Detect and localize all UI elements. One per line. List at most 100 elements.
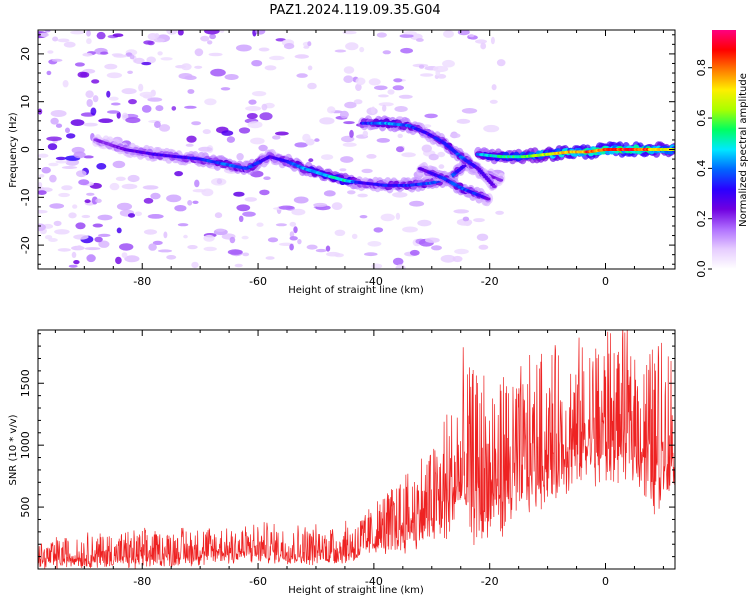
spectrogram-noise-blob xyxy=(428,153,439,161)
spectrogram-noise-blob xyxy=(355,83,362,92)
spectrogram-noise-blob xyxy=(177,30,184,36)
spectrogram-noise-blob xyxy=(46,70,52,76)
spectrogram-noise-blob xyxy=(73,234,89,240)
spectrogram-noise-blob xyxy=(157,249,173,253)
spectrogram-noise-blob xyxy=(463,221,472,227)
y-tick-label: -20 xyxy=(19,236,32,254)
spectrogram-noise-blob xyxy=(63,41,76,48)
spectrogram-noise-blob xyxy=(373,227,384,233)
spectrogram-noise-blob xyxy=(198,146,213,152)
spectrogram-noise-blob xyxy=(50,110,67,117)
spectrogram-noise-blob xyxy=(263,176,271,180)
spectrogram-noise-blob xyxy=(374,85,388,91)
x-tick-label: -80 xyxy=(133,575,151,588)
spectrogram-noise-blob xyxy=(376,32,387,38)
spectrogram-noise-blob xyxy=(155,105,164,112)
spectrogram-noise-blob xyxy=(382,104,387,112)
spectrogram-noise-blob xyxy=(483,124,500,133)
spectrogram-noise-blob xyxy=(302,133,311,142)
spectrogram-noise-blob xyxy=(39,32,50,37)
spectrogram-noise-blob xyxy=(116,111,121,119)
spectrogram-noise-blob xyxy=(191,261,199,269)
spectrogram-noise-blob xyxy=(345,42,359,51)
spectrogram-noise-blob xyxy=(46,136,62,142)
snr-x-axis-label: Height of straight line (km) xyxy=(288,585,424,596)
spectrogram-noise-blob xyxy=(443,30,454,38)
spectrogram-noise-blob xyxy=(62,80,69,88)
spectrogram-noise-blob xyxy=(129,54,135,60)
spectrogram-noise-blob xyxy=(245,106,262,111)
spectrogram-noise-blob xyxy=(238,127,251,134)
spectrogram-noise-blob xyxy=(134,211,142,217)
spectrogram-noise-blob xyxy=(75,222,86,230)
snr-y-ticks: 500 1000 1500 xyxy=(19,333,675,570)
spectrogram-noise-blob xyxy=(100,51,109,55)
spectrogram-noise-blob xyxy=(368,78,381,86)
snr-plot-area xyxy=(38,330,675,569)
spectrogram-noise-blob xyxy=(76,170,87,178)
spectrogram-noise-blob xyxy=(353,99,363,105)
colorbar-tick-label: 0.8 xyxy=(695,59,708,77)
spectrogram-noise-blob xyxy=(480,42,487,50)
spectrogram-noise-blob xyxy=(265,256,275,260)
spectrogram-noise-blob xyxy=(55,160,68,164)
spectrogram-noise-blob xyxy=(342,30,357,35)
spectrogram-noise-blob xyxy=(251,60,263,67)
spectrogram-noise-blob xyxy=(50,117,59,125)
colorbar: 0.0 0.2 0.4 0.6 0.8 Normalized spectral ampl… xyxy=(695,30,749,278)
spectrogram-noise-blob xyxy=(183,234,188,239)
spectrogram-x-ticks: -80 -60 -40 -20 0 xyxy=(54,30,664,288)
spectrogram-noise-blob xyxy=(73,151,86,159)
spectrogram-noise-blob xyxy=(323,190,336,197)
spectrogram-noise-blob xyxy=(38,209,48,214)
spectrogram-noise-blob xyxy=(68,212,77,219)
spectrogram-noise-blob xyxy=(98,233,111,237)
spectrogram-noise-blob xyxy=(272,135,281,140)
spectrogram-noise-blob xyxy=(247,121,263,129)
spectrogram-noise-blob xyxy=(403,31,417,35)
spectrogram-noise-blob xyxy=(395,264,406,269)
spectrogram-noise-blob xyxy=(127,213,136,218)
spectrogram-noise-blob xyxy=(417,219,432,227)
spectrogram-noise-blob xyxy=(371,263,383,269)
spectrogram-noise-blob xyxy=(456,118,471,124)
spectrogram-noise-blob xyxy=(359,215,368,219)
spectrogram-noise-blob xyxy=(357,193,368,198)
spectrogram-noise-blob xyxy=(396,146,404,153)
spectrogram-noise-blob xyxy=(339,168,347,172)
spectrogram-noise-blob xyxy=(382,50,391,55)
spectrogram-noise-blob xyxy=(314,138,320,142)
x-tick-label: -20 xyxy=(481,275,499,288)
spectrogram-noise-blob xyxy=(401,152,416,158)
spectrogram-noise-blob xyxy=(438,164,445,169)
spectrogram-noise-blob xyxy=(141,61,152,66)
spectrogram-noise-blob xyxy=(98,240,110,248)
spectrogram-noise-blob xyxy=(154,121,161,128)
spectrogram-noise-blob xyxy=(127,70,133,75)
spectrogram-noise-blob xyxy=(362,130,368,137)
spectrogram-noise-blob xyxy=(452,255,463,263)
spectrogram-noise-blob xyxy=(461,108,478,114)
spectrogram-noise-blob xyxy=(442,59,455,68)
spectrogram-noise-blob xyxy=(250,137,265,145)
spectrogram-noise-blob xyxy=(115,256,122,265)
colorbar-gradient xyxy=(712,30,736,269)
colorbar-ticks: 0.0 0.2 0.4 0.6 0.8 xyxy=(695,59,712,278)
spectrogram-noise-blob xyxy=(236,44,252,52)
colorbar-label: Normalized spectral amplitude xyxy=(738,73,749,227)
x-tick-label: 0 xyxy=(602,275,609,288)
spectrogram-noise-blob xyxy=(55,156,67,161)
spectrogram-noise-blob xyxy=(127,174,140,183)
spectrogram-noise-blob xyxy=(147,214,164,219)
x-tick-label: -80 xyxy=(133,275,151,288)
spectrogram-noise-blob xyxy=(57,248,71,252)
spectrogram-noise-blob xyxy=(194,65,203,69)
spectrogram-noise-blob xyxy=(86,38,92,45)
spectrogram-y-axis-label: Frequency (Hz) xyxy=(8,112,19,188)
spectrogram-noise-blob xyxy=(248,99,257,105)
spectrogram-noise-blob xyxy=(54,229,70,235)
spectrogram-noise-blob xyxy=(490,36,495,45)
colorbar-tick-label: 0.4 xyxy=(695,160,708,178)
spectrogram-noise-blob xyxy=(187,245,198,250)
x-tick-label: -60 xyxy=(249,575,267,588)
